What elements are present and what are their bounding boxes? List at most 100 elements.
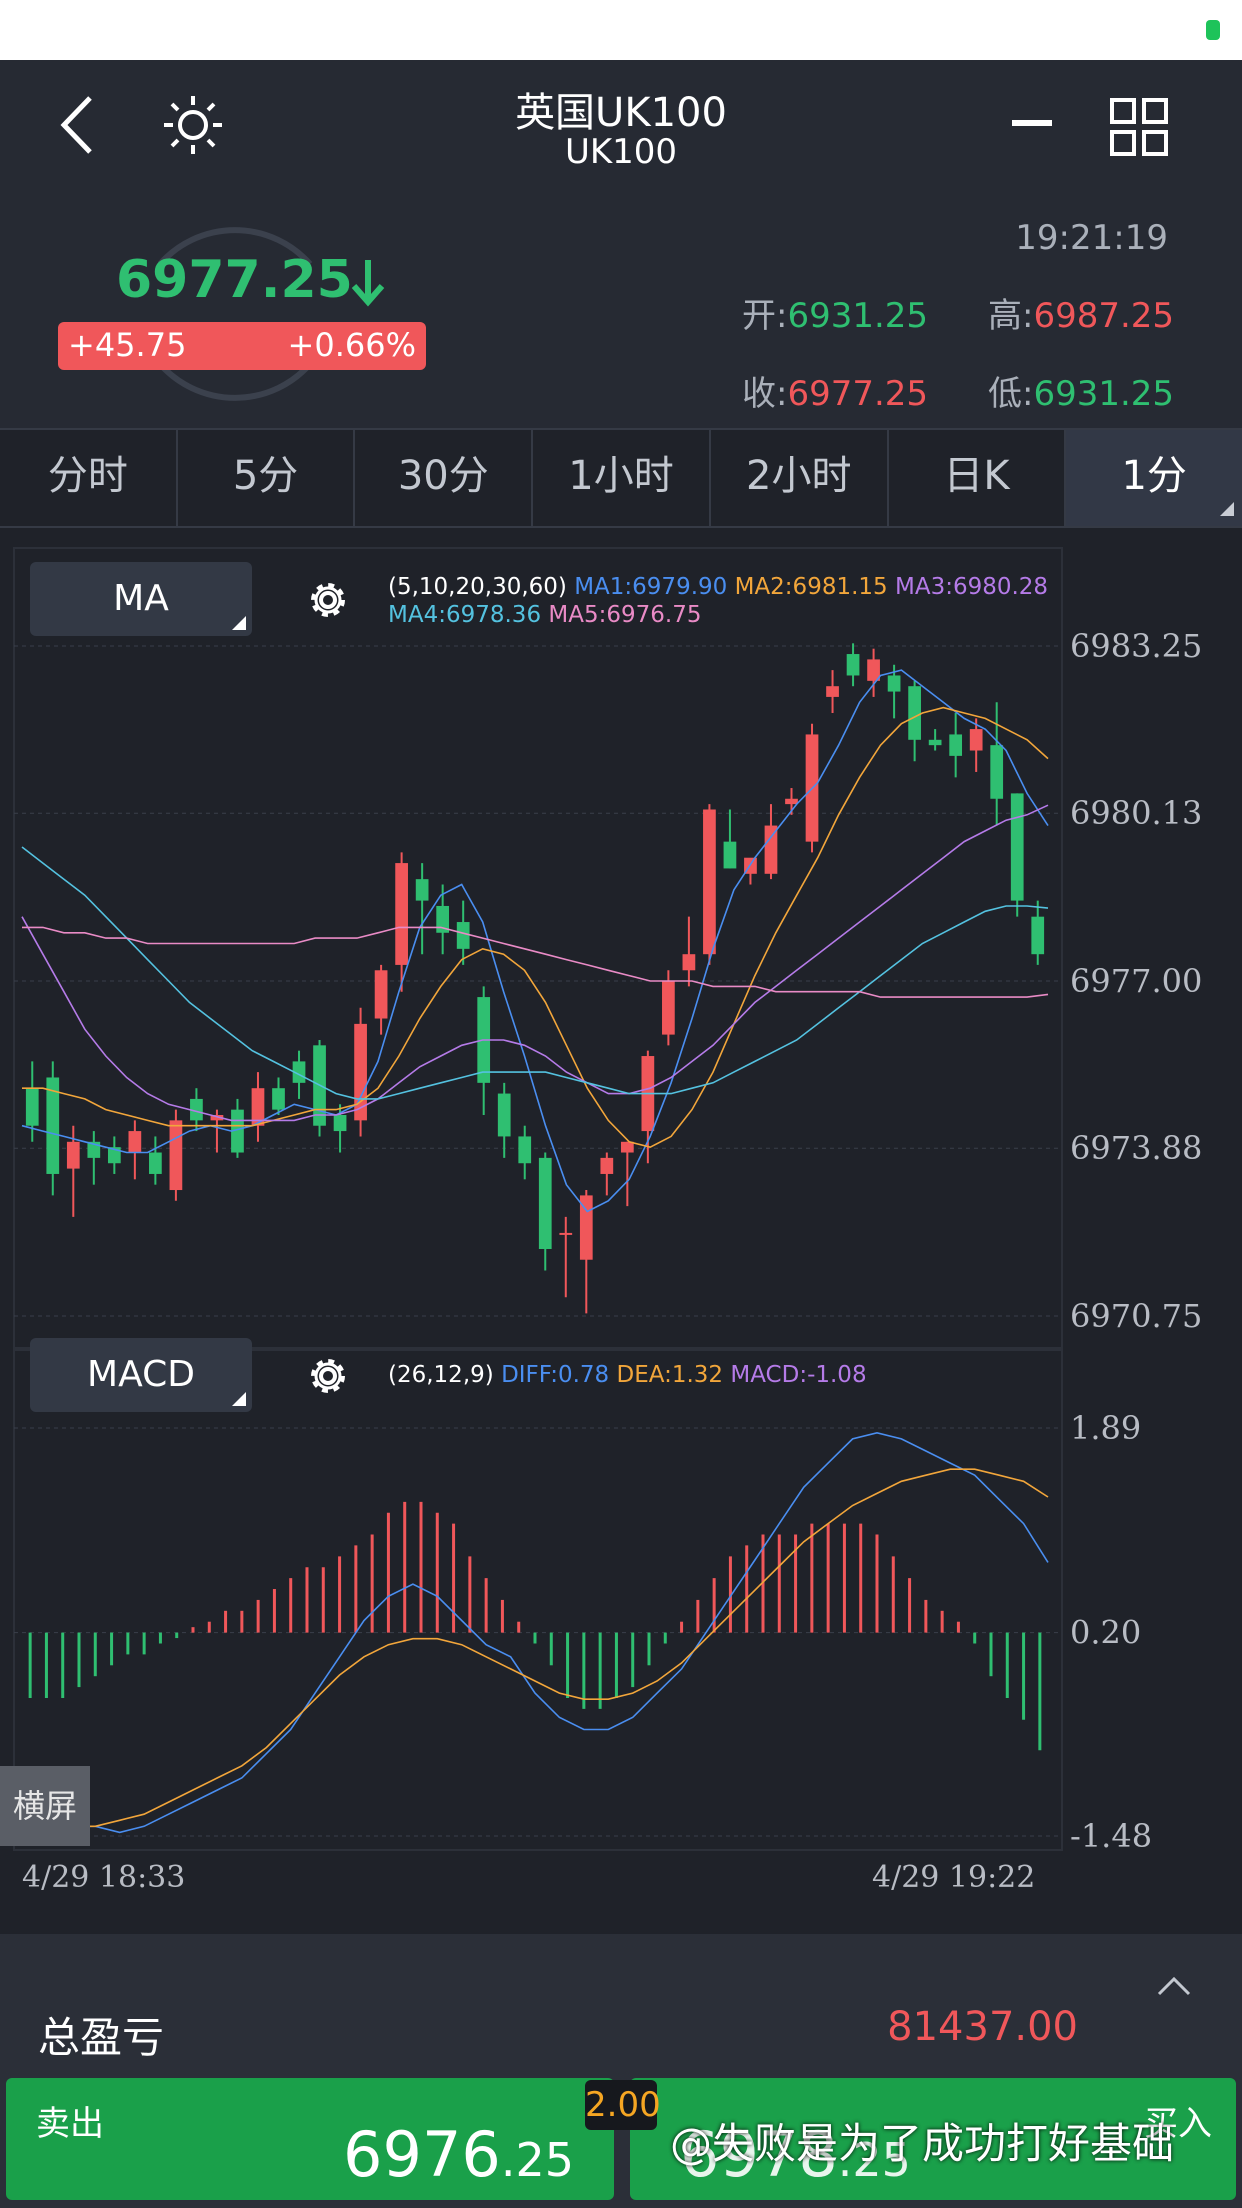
diff-value: DIFF:0.78 [501, 1362, 610, 1388]
page-title: 英国UK100 [515, 90, 727, 136]
buy-price: 6978.25 [680, 2118, 911, 2191]
tab-timeshare[interactable]: 分时 [0, 430, 178, 526]
ma-legend-line1: (5,10,20,30,60) MA1:6979.90 MA2:6981.15 … [388, 574, 1048, 600]
macd-y-tick-label: -1.48 [1070, 1817, 1152, 1855]
spread-badge: 2.00 [585, 2080, 661, 2130]
kline-y-tick-label: 6973.88 [1070, 1129, 1202, 1167]
page-subtitle: UK100 [564, 132, 678, 172]
sell-label: 卖出 [36, 2104, 104, 2144]
candle-body [538, 1157, 552, 1249]
candle-body [25, 1088, 39, 1126]
candle-body [251, 1088, 265, 1126]
x-axis-start-label: 4/29 18:33 [22, 1860, 186, 1895]
pnl-label: 总盈亏 [38, 2013, 165, 2062]
diff-line [21, 1431, 1049, 1834]
candle-body [887, 675, 901, 692]
buy-label: 买入 [1144, 2104, 1212, 2144]
candle-body [969, 729, 983, 751]
ma1-line [21, 669, 1049, 1213]
ma5-line [22, 926, 1049, 998]
tab-5min[interactable]: 5分 [178, 430, 356, 526]
candle-body [928, 739, 942, 746]
back-icon[interactable] [54, 92, 114, 158]
kline-y-tick-label: 6970.75 [1070, 1297, 1202, 1335]
candle-body [210, 1115, 224, 1121]
ma2-value: MA2:6981.15 [734, 574, 888, 600]
change-badge: +45.75 +0.66% [58, 322, 426, 370]
kline-frame [13, 547, 1063, 1349]
candle-body [190, 1098, 203, 1121]
candle-body [87, 1141, 101, 1158]
tab-1hour[interactable]: 1小时 [533, 430, 711, 526]
price-change-percent: +0.66% [287, 326, 416, 364]
candle-body [354, 1023, 367, 1121]
quote-panel: 6977.25 +45.75 +0.66% 19:21:19 开:6931.25… [0, 192, 1242, 428]
high-stat: 高:6987.25 [988, 296, 1175, 336]
period-tabs: 分时 5分 30分 1小时 2小时 日K 1分 [0, 428, 1242, 528]
candle-body [497, 1093, 511, 1137]
price-change: +45.75 [68, 326, 187, 364]
candle-body [1010, 793, 1024, 901]
brightness-icon[interactable] [160, 92, 226, 158]
ma-indicator-button[interactable]: MA [30, 562, 252, 636]
grid-menu-icon[interactable] [1110, 98, 1168, 156]
candle-body [107, 1147, 121, 1164]
candle-body [764, 825, 778, 874]
tab-2hour[interactable]: 2小时 [711, 430, 889, 526]
macd-y-tick-label: 1.89 [1070, 1409, 1141, 1447]
tab-daily[interactable]: 日K [889, 430, 1067, 526]
pnl-value: 81437.00 [887, 2004, 1078, 2050]
landscape-button[interactable]: 横屏 [0, 1766, 90, 1846]
candle-body [703, 809, 716, 955]
ma5-value: MA5:6976.75 [548, 602, 702, 628]
candle-body [662, 981, 675, 1035]
ma4-value: MA4:6978.36 [388, 602, 542, 628]
arrow-down-icon [351, 260, 385, 307]
candle-body [785, 798, 798, 805]
candle-body [456, 922, 470, 949]
candle-body [826, 686, 839, 697]
macd-y-tick-label: 0.20 [1070, 1614, 1141, 1652]
macd-value: MACD:-1.08 [730, 1362, 867, 1388]
price-ring-icon [157, 227, 313, 401]
buy-button[interactable]: 买入 6978.25 [630, 2078, 1236, 2200]
sell-button[interactable]: 卖出 6976.25 [6, 2078, 614, 2200]
macd-legend: (26,12,9) DIFF:0.78 DEA:1.32 MACD:-1.08 [388, 1362, 867, 1388]
candle-body [908, 686, 921, 740]
quote-time: 19:21:19 [1015, 218, 1168, 258]
macd-indicator-button[interactable]: MACD [30, 1338, 252, 1412]
candle-body [149, 1152, 162, 1174]
status-bar [0, 0, 1242, 60]
ma1-value: MA1:6979.90 [574, 574, 728, 600]
candle-body [518, 1136, 532, 1164]
minus-icon[interactable] [1012, 120, 1052, 126]
dea-value: DEA:1.32 [616, 1362, 724, 1388]
open-stat: 开:6931.25 [742, 296, 929, 336]
kline-y-tick-label: 6980.13 [1070, 794, 1202, 832]
low-stat: 低:6931.25 [988, 374, 1175, 414]
candle-body [867, 659, 880, 681]
ma-settings-gear-icon[interactable] [304, 576, 352, 624]
current-price: 6977.25 [116, 250, 353, 310]
candle-body [846, 654, 860, 676]
macd-frame [13, 1349, 1063, 1851]
tab-1min[interactable]: 1分 [1066, 430, 1242, 526]
candle-body [1031, 916, 1045, 955]
ma2-line [22, 706, 1049, 1149]
candle-body [333, 1115, 347, 1132]
tab-30min[interactable]: 30分 [355, 430, 534, 526]
candle-body [272, 1088, 285, 1110]
chevron-up-icon[interactable] [1156, 1974, 1192, 1998]
candle-body [620, 1141, 634, 1153]
macd-settings-gear-icon[interactable] [304, 1352, 352, 1400]
candle-body [559, 1232, 573, 1235]
macd-params: (26,12,9) [388, 1362, 494, 1388]
ma-legend-line2: MA4:6978.36 MA5:6976.75 [388, 602, 701, 628]
close-stat: 收:6977.25 [742, 374, 929, 414]
ma3-line [21, 804, 1049, 1122]
candle-body [169, 1120, 183, 1191]
candle-body [46, 1077, 60, 1174]
ma4-line [21, 846, 1049, 1100]
nav-bar: 英国UK100 UK100 [0, 60, 1242, 192]
candle-body [415, 879, 429, 901]
